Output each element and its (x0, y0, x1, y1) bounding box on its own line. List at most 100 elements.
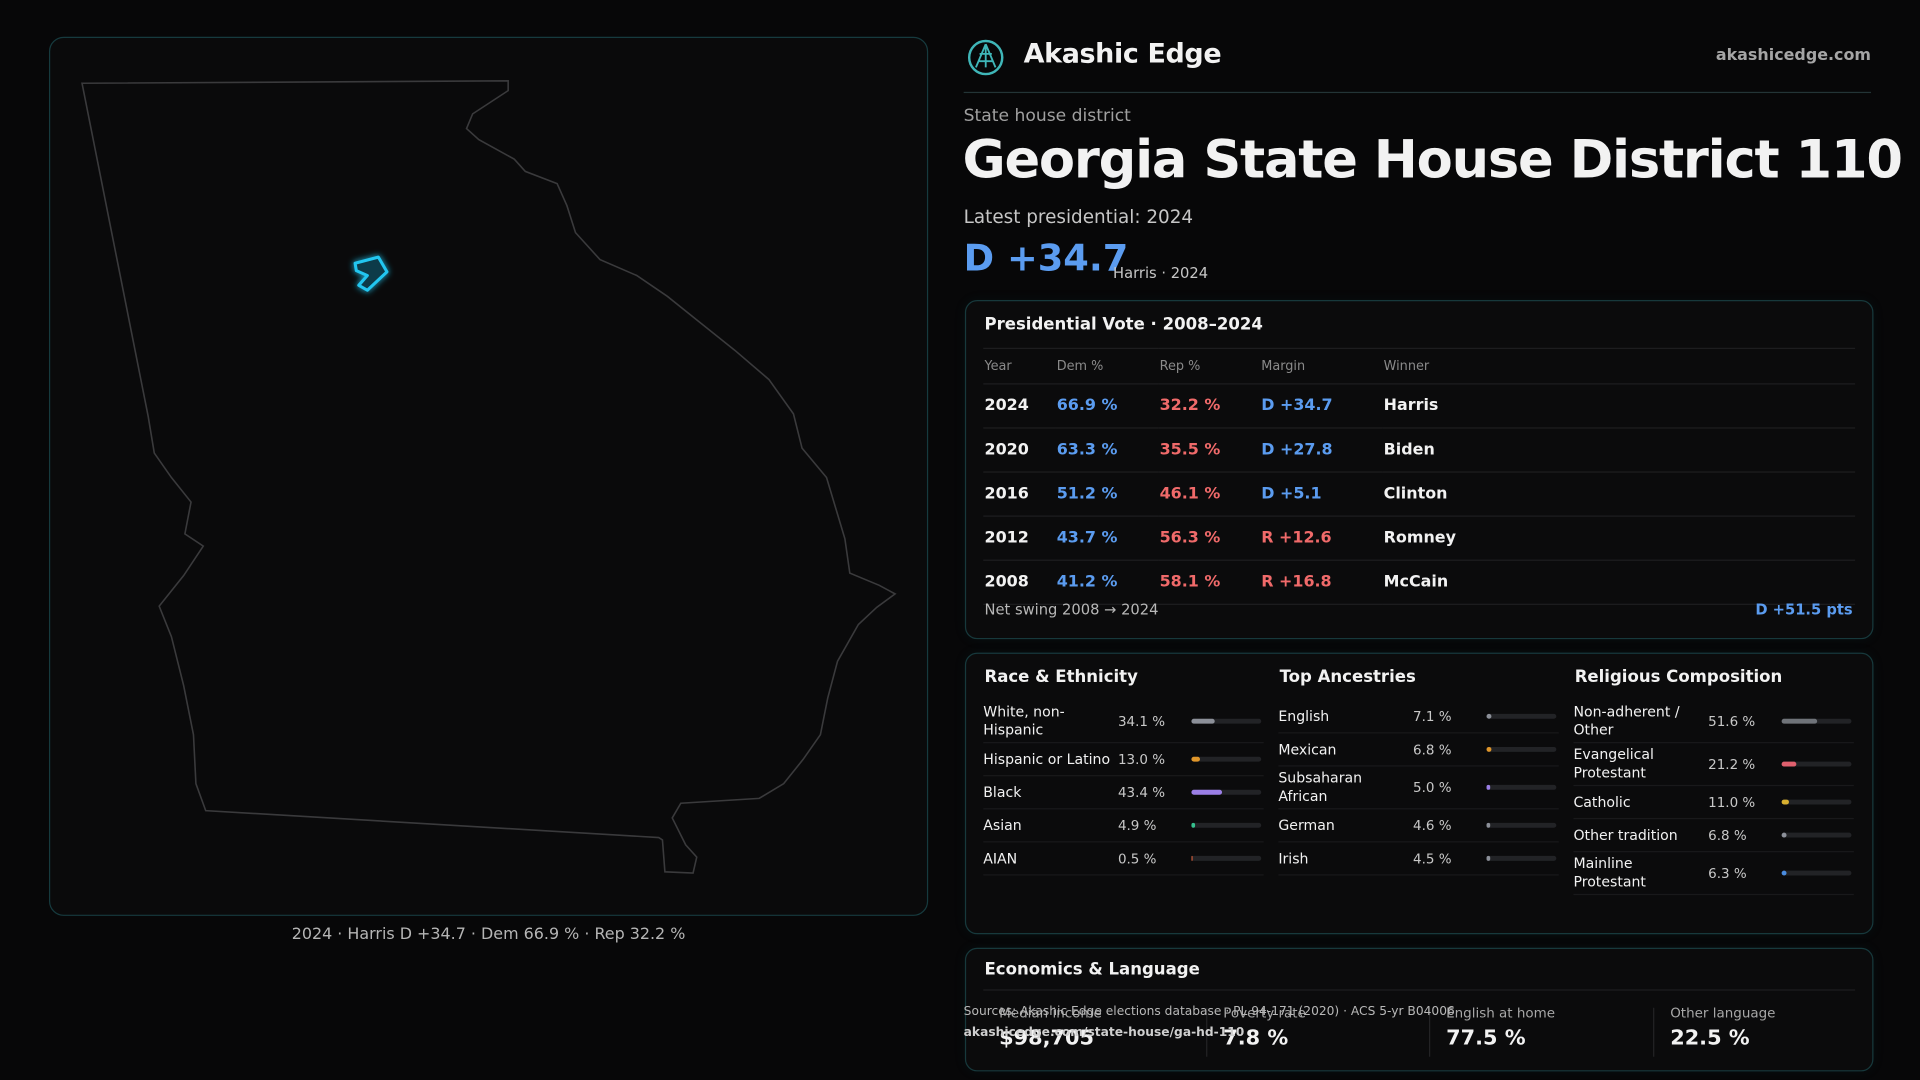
bar-track (1781, 870, 1852, 876)
row-label: Hispanic or Latino (983, 750, 1111, 768)
vote-row: 2008 41.2 % 58.1 % R +16.8 McCain (983, 560, 1856, 605)
bar-track (1486, 822, 1557, 828)
table-cell: 43.7 % (1055, 516, 1159, 561)
state-outline (81, 80, 897, 874)
row-label: Subsaharan African (1278, 768, 1363, 805)
bar-track (1781, 799, 1852, 805)
row-value: 13.0 % (1117, 751, 1166, 768)
divider (963, 91, 1872, 94)
bar (1191, 718, 1216, 724)
stat-value: 22.5 % (1670, 1026, 1750, 1051)
separator (1428, 1007, 1431, 1057)
table-cell: D +34.7 (1260, 383, 1383, 429)
bar (1191, 822, 1195, 828)
kicker: State house district (963, 106, 1131, 127)
row-value: 11.0 % (1708, 794, 1756, 810)
table-cell: 58.1 % (1158, 560, 1260, 605)
row-value: 51.6 % (1708, 713, 1756, 730)
row-label: Non-adherent / Other (1573, 702, 1680, 739)
table-cell: 46.1 % (1158, 472, 1260, 517)
section-title: Top Ancestries (1279, 667, 1416, 687)
swing-label: Net swing 2008 → 2024 (984, 601, 1159, 619)
row-label: Black (983, 783, 1022, 801)
table-cell: 35.5 % (1158, 427, 1260, 473)
stat-label: English at home (1446, 1005, 1556, 1022)
row-value: 6.8 % (1708, 827, 1747, 844)
column-header: Winner (1382, 347, 1856, 385)
demographic-row: Non-adherent / Other 51.6 % (1573, 700, 1854, 744)
demographic-row: Subsaharan African 5.0 % (1278, 767, 1559, 810)
vote-row: 2024 66.9 % 32.2 % D +34.7 Harris (983, 383, 1856, 429)
card-title: Presidential Vote · 2008–2024 (984, 314, 1263, 335)
bar (1781, 799, 1790, 805)
bar-track (1781, 832, 1852, 838)
bar (1781, 870, 1787, 876)
demographic-row: Asian 4.9 % (983, 809, 1264, 843)
page-title: Georgia State House District 110 (962, 129, 1903, 192)
row-value: 4.5 % (1413, 850, 1452, 867)
table-cell: 63.3 % (1055, 427, 1159, 473)
table-cell: Biden (1382, 427, 1856, 473)
bar-track (1486, 713, 1557, 719)
bar (1486, 784, 1491, 790)
bar-track (1191, 718, 1262, 724)
demographic-row: Irish 4.5 % (1278, 842, 1559, 876)
row-value: 5.0 % (1413, 779, 1452, 796)
section-title: Religious Composition (1574, 667, 1783, 687)
stat-value: 7.8 % (1223, 1026, 1289, 1051)
row-value: 0.5 % (1117, 850, 1157, 867)
bar-track (1781, 761, 1852, 767)
brand: Akashic Edge (1023, 39, 1222, 70)
row-label: White, non-Hispanic (983, 702, 1065, 739)
row-label: Irish (1278, 849, 1309, 867)
demographic-row: Other tradition 6.8 % (1573, 819, 1854, 853)
site-link[interactable]: akashicedge.com (1715, 46, 1872, 65)
table-cell: 41.2 % (1055, 560, 1159, 605)
table-cell: 2020 (983, 427, 1056, 473)
demographic-row: Hispanic or Latino 13.0 % (983, 743, 1264, 777)
demographic-row: English 7.1 % (1278, 700, 1559, 734)
demographic-row: White, non-Hispanic 34.1 % (983, 700, 1264, 744)
swing-value: D +51.5 pts (1755, 601, 1853, 619)
row-value: 4.9 % (1117, 817, 1157, 834)
bar-track (1191, 789, 1262, 795)
district-shape (353, 255, 389, 292)
demographic-row: Mexican 6.8 % (1278, 733, 1559, 767)
bar-track (1191, 855, 1262, 861)
url[interactable]: akashicedge.com/state-house/ga-hd-110 (963, 1026, 1245, 1040)
row-label: Asian (983, 816, 1022, 834)
stat-value: 77.5 % (1446, 1026, 1526, 1051)
bar (1191, 789, 1222, 795)
stat: Median income $98,705 (999, 1005, 1207, 1050)
bar-track (1191, 822, 1262, 828)
table-cell: 2024 (983, 383, 1056, 429)
bar (1486, 713, 1492, 719)
column-header: Dem % (1055, 347, 1159, 385)
margin-note: Harris · 2024 (1113, 264, 1209, 282)
bar (1486, 855, 1490, 861)
column-header: Year (983, 347, 1056, 385)
divider (983, 989, 1856, 991)
table-cell: Harris (1382, 383, 1856, 429)
latest-label: Latest presidential: 2024 (963, 205, 1194, 228)
table-cell: 32.2 % (1158, 383, 1260, 429)
demographics-card: Race & Ethnicity White, non-Hispanic 34.1 … (964, 652, 1874, 935)
section-title: Race & Ethnicity (984, 667, 1138, 687)
row-value: 7.1 % (1413, 708, 1452, 725)
stat-value: $98,705 (999, 1026, 1095, 1051)
row-label: Mexican (1278, 740, 1337, 758)
table-cell: 2008 (983, 560, 1056, 605)
demographic-row: Catholic 11.0 % (1573, 786, 1854, 820)
vote-row: 2012 43.7 % 56.3 % R +12.6 Romney (983, 516, 1856, 561)
table-cell: 2016 (983, 472, 1056, 517)
table-cell: 2012 (983, 516, 1056, 561)
demographic-row: Black 43.4 % (983, 776, 1264, 810)
vote-row: 2020 63.3 % 35.5 % D +27.8 Biden (983, 427, 1856, 473)
table-cell: D +27.8 (1260, 427, 1383, 473)
card-title: Economics & Language (984, 960, 1200, 980)
table-cell: McCain (1382, 560, 1856, 605)
table-cell: 66.9 % (1055, 383, 1159, 429)
bar-track (1486, 855, 1557, 861)
